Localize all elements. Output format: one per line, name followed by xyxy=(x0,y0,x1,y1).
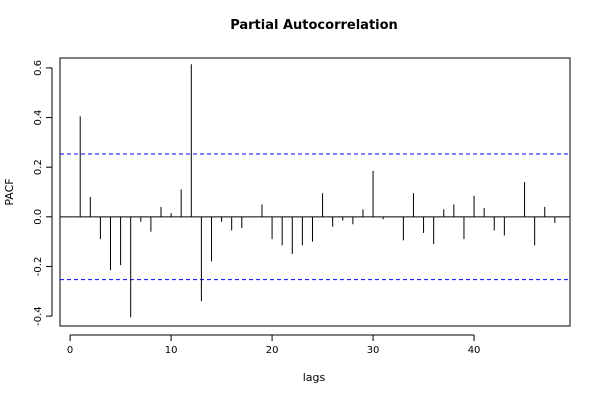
y-tick-label: -0.4 xyxy=(33,306,44,326)
x-axis-label: lags xyxy=(303,371,326,384)
x-tick-label: 0 xyxy=(67,345,73,356)
y-tick-label: -0.2 xyxy=(33,257,44,277)
y-tick-label: 0.4 xyxy=(33,110,44,126)
x-axis: 0 10 20 30 40 xyxy=(67,334,481,356)
plot-area-border xyxy=(59,57,571,327)
y-axis-label: PACF xyxy=(3,178,16,205)
x-tick-label: 40 xyxy=(468,345,481,356)
chart-title: Partial Autocorrelation xyxy=(230,18,398,33)
y-tick-label: 0.6 xyxy=(33,60,44,76)
y-tick-label: 0.2 xyxy=(33,159,44,175)
pacf-bars xyxy=(79,64,556,318)
y-tick-label: 0.0 xyxy=(33,209,44,225)
y-axis: -0.4 -0.2 0.0 0.2 0.4 0.6 xyxy=(33,60,53,326)
x-tick-label: 10 xyxy=(165,345,178,356)
x-tick-label: 30 xyxy=(367,345,380,356)
x-tick-label: 20 xyxy=(266,345,279,356)
